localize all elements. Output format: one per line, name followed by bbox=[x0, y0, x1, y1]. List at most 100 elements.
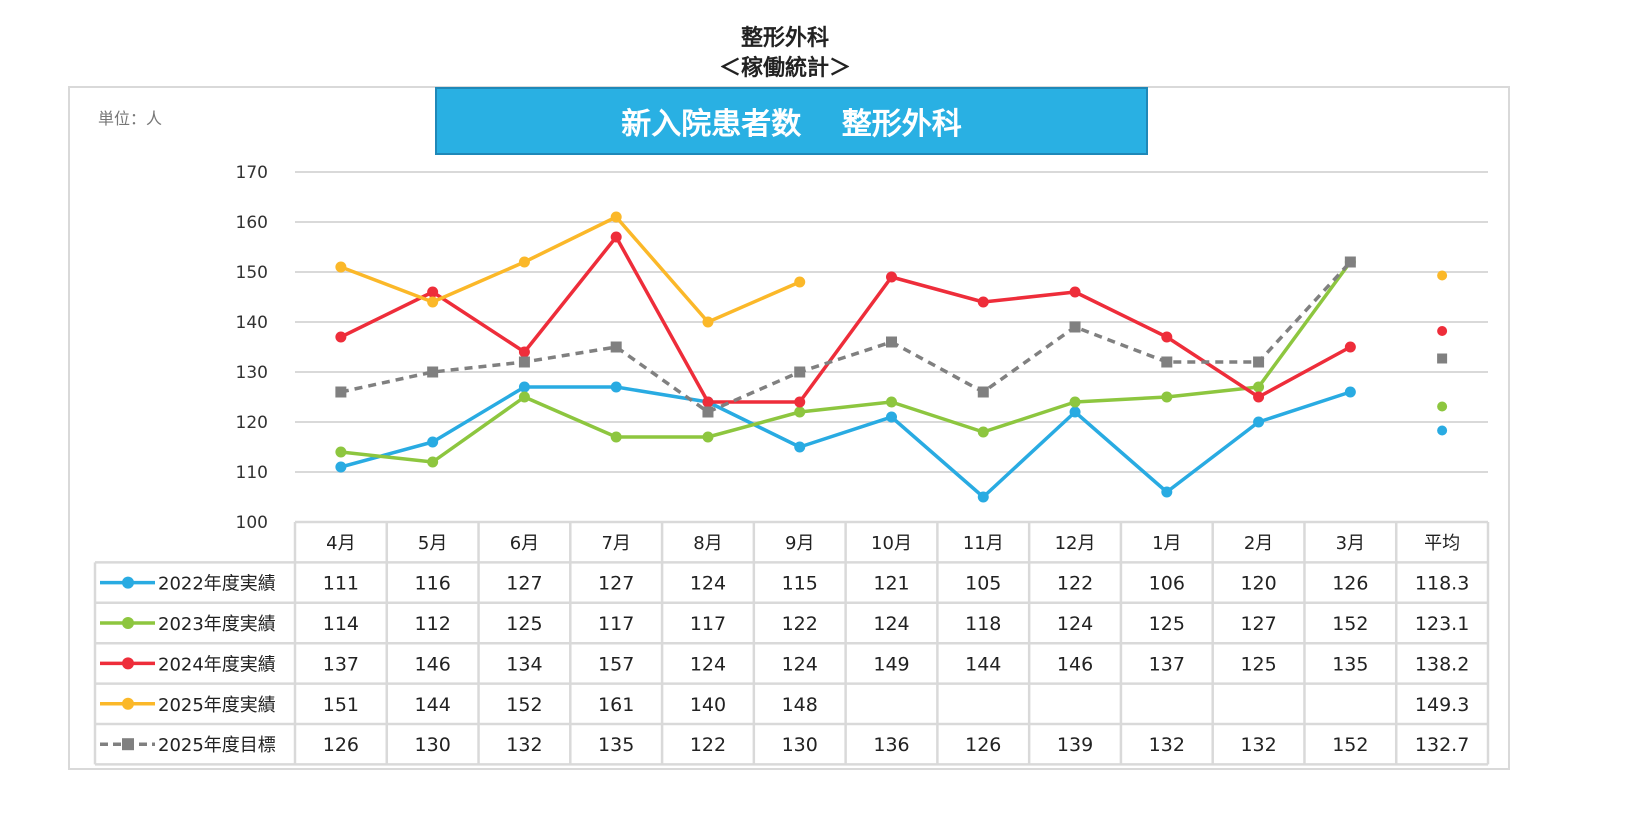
y-tick-label: 110 bbox=[236, 463, 268, 483]
table-cell: 144 bbox=[415, 694, 451, 716]
chart-title: 新入院患者数 整形外科 bbox=[435, 87, 1148, 155]
legend-label: 2023年度実績 bbox=[158, 614, 276, 635]
data-point bbox=[427, 286, 439, 298]
data-point bbox=[1253, 381, 1265, 393]
table-cell: 120 bbox=[1240, 573, 1276, 595]
y-tick-label: 130 bbox=[236, 363, 268, 383]
category-label: 5月 bbox=[418, 533, 447, 554]
data-point bbox=[1344, 256, 1356, 268]
data-point bbox=[335, 261, 347, 273]
data-point bbox=[1253, 391, 1265, 403]
data-point bbox=[1161, 356, 1173, 368]
table-cell: 152 bbox=[1332, 734, 1368, 756]
series-line-2024年度実績 bbox=[340, 235, 1352, 404]
average-point bbox=[1437, 353, 1448, 364]
page-title: 整形外科 bbox=[740, 26, 829, 51]
data-point bbox=[1069, 406, 1081, 418]
legend-marker bbox=[122, 576, 134, 589]
data-point bbox=[1161, 486, 1173, 498]
data-point bbox=[702, 316, 714, 328]
data-point bbox=[702, 431, 714, 443]
data-point bbox=[1069, 396, 1081, 408]
table-cell: 116 bbox=[415, 573, 451, 595]
data-point bbox=[886, 336, 897, 348]
table-cell: 139 bbox=[1057, 734, 1093, 756]
category-label: 平均 bbox=[1424, 533, 1460, 554]
series-line-2025年度目標 bbox=[340, 260, 1352, 414]
legend-label: 2024年度実績 bbox=[158, 654, 276, 675]
table-cell: 132 bbox=[506, 734, 542, 756]
table-cell: 127 bbox=[506, 573, 542, 595]
table-cell: 151 bbox=[323, 694, 359, 716]
table-cell-average: 123.1 bbox=[1415, 613, 1469, 635]
average-point bbox=[1437, 401, 1448, 412]
table-cell: 137 bbox=[323, 653, 359, 675]
data-point bbox=[1069, 286, 1081, 298]
table-cell-average: 149.3 bbox=[1415, 694, 1469, 716]
category-label: 4月 bbox=[326, 533, 355, 554]
legend-marker bbox=[122, 738, 134, 751]
data-point bbox=[886, 411, 897, 423]
data-point bbox=[427, 456, 439, 468]
category-label: 11月 bbox=[963, 533, 1004, 554]
y-tick-label: 140 bbox=[236, 313, 268, 333]
y-tick-label: 120 bbox=[236, 413, 268, 433]
data-point bbox=[610, 381, 622, 393]
legend-marker bbox=[122, 657, 134, 670]
data-point bbox=[610, 431, 622, 443]
series-line-2025年度実績 bbox=[340, 215, 801, 324]
legend-label: 2025年度実績 bbox=[158, 695, 276, 716]
data-point bbox=[702, 396, 714, 408]
average-point bbox=[1437, 425, 1448, 436]
table-cell: 121 bbox=[873, 573, 909, 595]
table-cell: 124 bbox=[873, 613, 909, 635]
table-cell: 152 bbox=[1332, 613, 1368, 635]
table-cell: 111 bbox=[323, 573, 359, 595]
category-label: 3月 bbox=[1336, 533, 1365, 554]
data-point bbox=[794, 441, 806, 453]
data-point bbox=[610, 341, 622, 353]
table-cell: 135 bbox=[1332, 653, 1368, 675]
page-subtitle: ＜稼働統計＞ bbox=[718, 56, 851, 81]
table-cell: 124 bbox=[690, 573, 726, 595]
data-point bbox=[1161, 331, 1173, 343]
table-cell-average: 138.2 bbox=[1415, 653, 1469, 675]
table-cell: 105 bbox=[965, 573, 1001, 595]
table-cell: 130 bbox=[782, 734, 818, 756]
category-label: 9月 bbox=[785, 533, 814, 554]
unit-label: 単位：人 bbox=[98, 109, 163, 128]
data-point bbox=[518, 256, 530, 268]
data-point bbox=[977, 426, 989, 438]
table-cell: 125 bbox=[1240, 653, 1276, 675]
data-point bbox=[610, 231, 622, 243]
table-cell: 126 bbox=[965, 734, 1001, 756]
data-point bbox=[886, 396, 897, 408]
data-point bbox=[518, 391, 530, 403]
data-point bbox=[886, 271, 897, 283]
data-point bbox=[427, 436, 439, 448]
table-cell: 122 bbox=[1057, 573, 1093, 595]
data-point bbox=[335, 461, 347, 473]
data-point bbox=[1344, 386, 1356, 398]
data-point bbox=[977, 386, 989, 398]
table-cell: 127 bbox=[1240, 613, 1276, 635]
data-point bbox=[794, 406, 806, 418]
category-label: 12月 bbox=[1055, 533, 1096, 554]
table-cell: 132 bbox=[1240, 734, 1276, 756]
y-tick-label: 170 bbox=[236, 163, 268, 183]
data-point bbox=[977, 296, 989, 308]
table-cell: 161 bbox=[598, 694, 634, 716]
data-point bbox=[794, 396, 806, 408]
table-cell: 122 bbox=[690, 734, 726, 756]
table-cell: 132 bbox=[1149, 734, 1185, 756]
table-cell: 140 bbox=[690, 694, 726, 716]
table-cell: 136 bbox=[873, 734, 909, 756]
data-point bbox=[794, 366, 806, 378]
table-cell: 146 bbox=[1057, 653, 1093, 675]
table-cell: 137 bbox=[1149, 653, 1185, 675]
legend-marker bbox=[122, 617, 134, 629]
data-point bbox=[518, 346, 530, 358]
average-point bbox=[1437, 326, 1448, 336]
